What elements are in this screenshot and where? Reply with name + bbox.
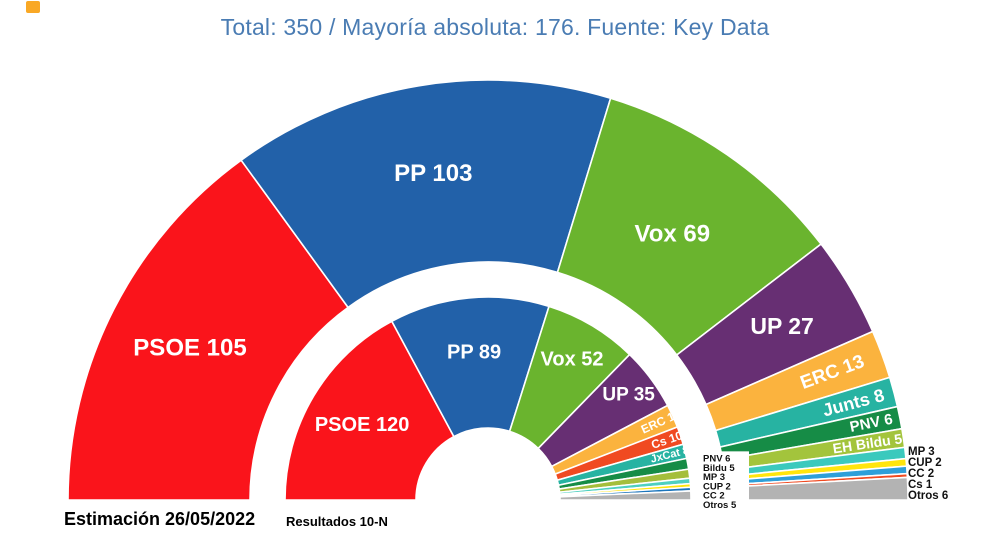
slice-resultados-otros[interactable] bbox=[559, 490, 692, 501]
label-estimacion-pp: PP 103 bbox=[394, 160, 472, 187]
label-resultados-otros: Otros 5 bbox=[703, 500, 737, 511]
label-resultados-bildu: Bildu 5 bbox=[703, 463, 735, 474]
label-resultados-pnv: PNV 6 bbox=[703, 454, 730, 465]
slice-resultados-psoe[interactable] bbox=[284, 320, 455, 501]
logo-mark bbox=[26, 1, 40, 13]
label-resultados-cup: CUP 2 bbox=[703, 481, 731, 492]
label-estimacion-cs: Cs 1 bbox=[908, 479, 933, 491]
label-resultados-mp: MP 3 bbox=[703, 472, 725, 483]
label-estimacion-psoe: PSOE 105 bbox=[133, 335, 246, 362]
label-estimacion-cup: CUP 2 bbox=[908, 457, 942, 469]
label-resultados-cc: CC 2 bbox=[703, 491, 725, 502]
label-resultados-pp: PP 89 bbox=[447, 342, 501, 364]
slice-resultados-pp[interactable] bbox=[390, 296, 551, 438]
external-label-panel-resultados bbox=[699, 451, 749, 515]
label-resultados-up: UP 35 bbox=[602, 384, 655, 405]
caption-estimacion: Estimación 26/05/2022 bbox=[64, 509, 256, 529]
label-estimacion-up: UP 27 bbox=[750, 313, 814, 339]
slice-estimacion-psoe[interactable] bbox=[67, 159, 350, 501]
caption-resultados: Resultados 10-N bbox=[286, 514, 388, 529]
label-resultados-vox: Vox 52 bbox=[541, 349, 604, 371]
chart-title: Total: 350 / Mayoría absoluta: 176. Fuen… bbox=[220, 14, 770, 40]
label-estimacion-otros: Otros 6 bbox=[908, 490, 948, 502]
label-estimacion-mp: MP 3 bbox=[908, 446, 935, 458]
slice-estimacion-pp[interactable] bbox=[240, 79, 612, 309]
label-resultados-psoe: PSOE 120 bbox=[315, 414, 410, 436]
label-estimacion-cc: CC 2 bbox=[908, 468, 934, 480]
label-estimacion-vox: Vox 69 bbox=[634, 221, 710, 248]
